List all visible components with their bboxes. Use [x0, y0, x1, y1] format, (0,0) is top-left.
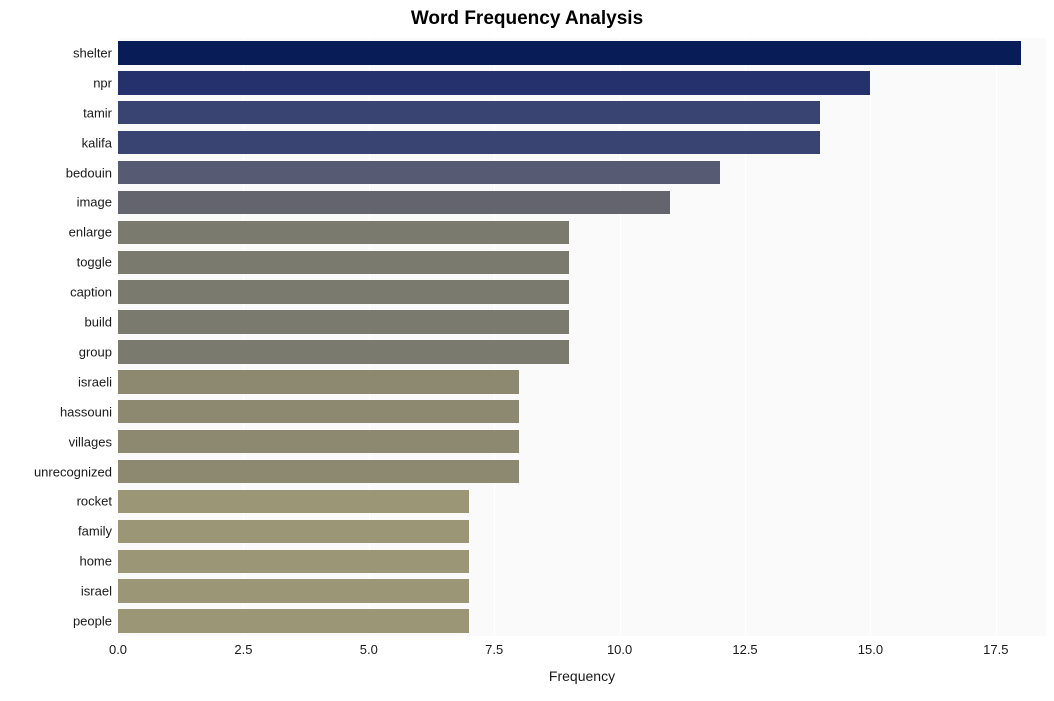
x-gridline: [118, 38, 119, 636]
x-tick-label: 0.0: [109, 642, 127, 657]
bar: [118, 221, 569, 244]
y-tick-label: family: [78, 524, 118, 539]
plot-area: 0.02.55.07.510.012.515.017.5shelternprta…: [118, 38, 1046, 636]
y-tick-label: tamir: [83, 105, 118, 120]
x-tick-label: 7.5: [485, 642, 503, 657]
y-tick-label: unrecognized: [34, 464, 118, 479]
x-tick-label: 12.5: [732, 642, 757, 657]
x-tick-label: 10.0: [607, 642, 632, 657]
y-tick-label: people: [73, 614, 118, 629]
bar: [118, 340, 569, 363]
y-tick-label: israel: [81, 584, 118, 599]
y-tick-label: hassouni: [60, 404, 118, 419]
y-tick-label: israeli: [78, 374, 118, 389]
x-tick-label: 2.5: [234, 642, 252, 657]
y-tick-label: kalifa: [82, 135, 118, 150]
y-tick-label: group: [79, 344, 118, 359]
bar: [118, 41, 1021, 64]
x-gridline: [996, 38, 997, 636]
x-gridline: [243, 38, 244, 636]
bar: [118, 191, 670, 214]
bar: [118, 400, 519, 423]
x-tick-label: 15.0: [858, 642, 883, 657]
bar: [118, 251, 569, 274]
bar: [118, 131, 820, 154]
y-tick-label: enlarge: [69, 225, 118, 240]
bar: [118, 609, 469, 632]
bar: [118, 520, 469, 543]
y-tick-label: build: [85, 315, 118, 330]
x-gridline: [870, 38, 871, 636]
bar: [118, 101, 820, 124]
bar: [118, 310, 569, 333]
bar: [118, 161, 720, 184]
bar: [118, 460, 519, 483]
y-tick-label: rocket: [77, 494, 118, 509]
x-axis-title: Frequency: [549, 668, 615, 684]
x-gridline: [369, 38, 370, 636]
x-gridline: [620, 38, 621, 636]
bar: [118, 579, 469, 602]
y-tick-label: home: [79, 554, 118, 569]
x-gridline: [494, 38, 495, 636]
x-tick-label: 17.5: [983, 642, 1008, 657]
x-tick-label: 5.0: [360, 642, 378, 657]
y-tick-label: toggle: [77, 255, 118, 270]
bar: [118, 490, 469, 513]
y-tick-label: bedouin: [66, 165, 118, 180]
y-tick-label: villages: [69, 434, 118, 449]
y-tick-label: npr: [93, 75, 118, 90]
word-frequency-chart: Word Frequency Analysis 0.02.55.07.510.0…: [0, 0, 1054, 701]
bar: [118, 370, 519, 393]
bar: [118, 430, 519, 453]
chart-title: Word Frequency Analysis: [0, 8, 1054, 30]
bar: [118, 550, 469, 573]
y-tick-label: shelter: [73, 45, 118, 60]
y-tick-label: image: [77, 195, 118, 210]
y-tick-label: caption: [70, 285, 118, 300]
x-gridline: [745, 38, 746, 636]
bar: [118, 280, 569, 303]
bar: [118, 71, 870, 94]
